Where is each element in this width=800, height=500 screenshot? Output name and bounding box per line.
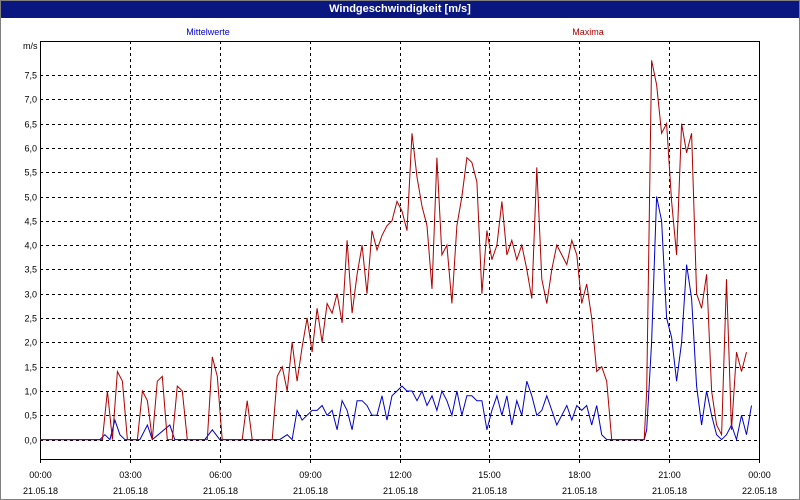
x-tick-date: 21.05.18 xyxy=(472,486,507,496)
y-tick-label: 1,0 xyxy=(24,387,37,397)
series-layer xyxy=(40,60,752,442)
x-tick-time: 15:00 xyxy=(478,470,501,480)
y-tick-label: 5,5 xyxy=(24,168,37,178)
y-tick-label: 6,5 xyxy=(24,120,37,130)
y-tick-label: 3,5 xyxy=(24,265,37,275)
labels: 0,0 0,5 1,0 1,5 2,0 2,5 3,0 3,5 4,0 4,5 5,0 5,5 6,0 6… xyxy=(23,27,777,496)
y-tick-label: 1,5 xyxy=(24,363,37,373)
series-line-mittelwerte xyxy=(40,196,752,442)
x-tick-date: 21.05.18 xyxy=(203,486,238,496)
y-tick-label: 7,0 xyxy=(24,95,37,105)
y-tick-label: 7,5 xyxy=(24,71,37,81)
x-tick-date: 21.05.18 xyxy=(652,486,687,496)
x-tick-time: 18:00 xyxy=(568,470,591,480)
y-tick-label: 4,0 xyxy=(24,241,37,251)
axes xyxy=(40,41,760,463)
y-tick-label: 2,0 xyxy=(24,338,37,348)
x-tick-date: 21.05.18 xyxy=(293,486,328,496)
x-tick-date: 21.05.18 xyxy=(562,486,597,496)
x-tick-date: 22.05.18 xyxy=(742,486,777,496)
x-tick-time: 00:00 xyxy=(29,470,52,480)
x-tick-time: 09:00 xyxy=(299,470,322,480)
x-tick-date: 21.05.18 xyxy=(383,486,418,496)
y-tick-label: 3,0 xyxy=(24,290,37,300)
grid xyxy=(40,41,759,459)
series-line-maxima xyxy=(40,60,747,441)
y-tick-label: 6,0 xyxy=(24,144,37,154)
y-tick-label: 2,5 xyxy=(24,314,37,324)
y-axis-label: m/s xyxy=(23,41,38,51)
x-tick-time: 06:00 xyxy=(209,470,232,480)
x-tick-date: 21.05.18 xyxy=(23,486,58,496)
y-tick-label: 4,5 xyxy=(24,217,37,227)
x-tick-time: 00:00 xyxy=(748,470,771,480)
window-title: Windgeschwindigkeit [m/s] xyxy=(1,1,799,18)
x-tick-time: 21:00 xyxy=(658,470,681,480)
x-tick-time: 03:00 xyxy=(119,470,142,480)
y-tick-label: 5,0 xyxy=(24,193,37,203)
y-tick-label: 0,0 xyxy=(24,436,37,446)
y-tick-label: 0,5 xyxy=(24,411,37,421)
legend-maxima: Maxima xyxy=(572,27,604,37)
plot-frame xyxy=(40,41,760,460)
legend-mittelwerte: Mittelwerte xyxy=(186,27,230,37)
x-tick-date: 21.05.18 xyxy=(113,486,148,496)
x-tick-time: 12:00 xyxy=(389,470,412,480)
